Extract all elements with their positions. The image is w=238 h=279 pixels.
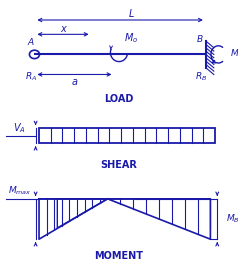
Polygon shape xyxy=(57,199,108,228)
Bar xyxy=(39,128,215,143)
Polygon shape xyxy=(39,199,108,239)
Text: $M_{max}$: $M_{max}$ xyxy=(8,184,31,197)
Text: SHEAR: SHEAR xyxy=(101,160,137,170)
Text: MOMENT: MOMENT xyxy=(94,251,144,261)
Text: $R_A$: $R_A$ xyxy=(25,71,37,83)
Text: LOAD: LOAD xyxy=(104,94,134,104)
Text: a: a xyxy=(71,77,77,87)
Text: $M_B$: $M_B$ xyxy=(226,213,238,225)
Text: $M_B$: $M_B$ xyxy=(230,47,238,60)
Text: $V_A$: $V_A$ xyxy=(13,121,26,135)
Polygon shape xyxy=(135,199,210,229)
Text: $R_B$: $R_B$ xyxy=(195,71,207,83)
Text: A: A xyxy=(27,38,33,47)
Text: $M_o$: $M_o$ xyxy=(124,31,139,45)
Text: x: x xyxy=(60,24,66,34)
Text: L: L xyxy=(129,9,134,19)
Text: B: B xyxy=(196,35,202,44)
Polygon shape xyxy=(108,199,210,239)
